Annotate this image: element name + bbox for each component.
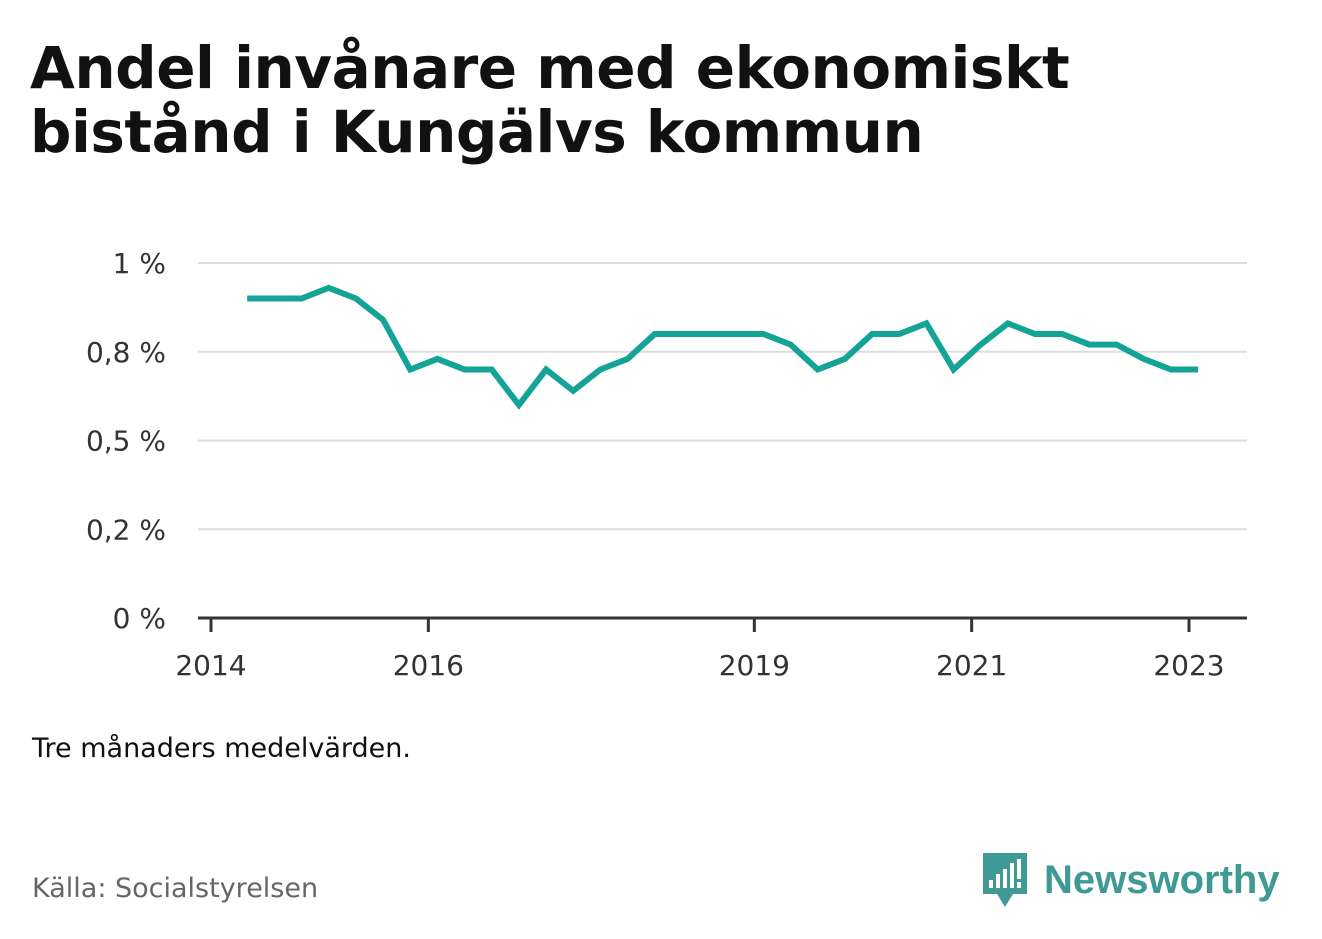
x-tick-label: 2019 [719,649,790,682]
y-tick-label: 1 % [113,247,166,280]
newsworthy-logo: Newsworthy [980,850,1280,910]
source-note: Källa: Socialstyrelsen [32,873,319,904]
y-tick-label: 0 % [113,602,166,635]
x-tick-label: 2023 [1153,649,1224,682]
y-axis-labels: 0 % 0,2 % 0,5 % 0,8 % 1 % [86,247,166,635]
series-line [247,284,1199,410]
logo-icon [983,853,1027,907]
x-tick-label: 2016 [393,649,464,682]
y-tick-label: 0,2 % [86,513,166,546]
x-axis-labels: 2014 2016 2019 2021 2023 [175,649,1224,682]
chart-caption: Tre månaders medelvärden. [32,733,411,764]
y-tick-label: 0,5 % [86,425,166,458]
x-tick-label: 2021 [936,649,1007,682]
x-tick-label: 2014 [175,649,246,682]
logo-text: Newsworthy [1044,857,1280,902]
y-tick-label: 0,8 % [86,336,166,369]
chart-title: Andel invånare med ekonomiskt bistånd i … [30,34,1070,166]
x-axis [198,616,1247,632]
grid-lines [198,262,1247,531]
